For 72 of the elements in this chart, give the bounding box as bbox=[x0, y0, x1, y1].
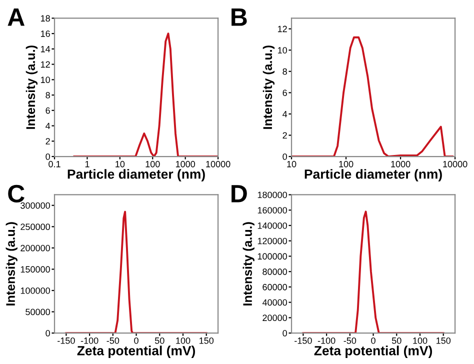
x-tick-label: -100 bbox=[80, 337, 98, 344]
x-tick-label: -50 bbox=[344, 337, 356, 344]
y-tick-label: 4 bbox=[282, 111, 288, 118]
y-tick-label: 6 bbox=[46, 107, 50, 114]
x-axis-title: Particle diameter (nm) bbox=[68, 169, 205, 182]
x-tick-label: 150 bbox=[436, 337, 451, 344]
y-tick-label: 0 bbox=[46, 153, 50, 160]
y-tick-label: 18 bbox=[40, 15, 50, 22]
x-tick-label: 150 bbox=[200, 337, 214, 344]
x-tick-label: 1000 bbox=[391, 160, 410, 168]
y-tick-label: 120000 bbox=[258, 238, 287, 244]
chart-title: A bbox=[8, 8, 25, 26]
x-tick-label: 10000 bbox=[443, 160, 468, 168]
x-tick-label: 100 bbox=[413, 337, 428, 344]
y-tick-label: 100000 bbox=[20, 287, 50, 294]
y-axis-title: Intensity (a.u.) bbox=[6, 222, 18, 306]
y-tick-label: 0 bbox=[282, 330, 287, 336]
x-axis-title: Zeta potential (mV) bbox=[77, 346, 195, 358]
x-tick-label: -150 bbox=[58, 337, 75, 344]
y-tick-label: 20000 bbox=[262, 314, 287, 322]
x-tick-label: -150 bbox=[294, 337, 312, 344]
y-tick-label: 60000 bbox=[262, 284, 287, 290]
y-tick-label: 4 bbox=[46, 122, 50, 130]
y-tick-label: 2 bbox=[46, 138, 50, 144]
y-tick-label: 0 bbox=[282, 153, 287, 160]
x-tick-label: 100 bbox=[146, 160, 160, 168]
y-tick-label: 40000 bbox=[262, 299, 287, 306]
y-tick-label: 6 bbox=[282, 90, 287, 96]
y-tick-label: 300000 bbox=[20, 202, 50, 209]
line-series bbox=[65, 210, 208, 334]
chart-title: D bbox=[232, 185, 247, 202]
y-tick-label: 50000 bbox=[26, 308, 50, 316]
y-tick-label: 8 bbox=[46, 92, 50, 98]
x-tick-label: 1 bbox=[85, 161, 90, 168]
chart-title: C bbox=[8, 184, 24, 203]
y-tick-label: 16 bbox=[40, 30, 50, 37]
y-tick-label: 12 bbox=[40, 61, 50, 68]
y-tick-label: 2 bbox=[282, 132, 287, 139]
x-tick-label: 50 bbox=[392, 337, 402, 344]
y-tick-label: 200000 bbox=[20, 244, 50, 252]
x-tick-label: -100 bbox=[318, 337, 336, 344]
x-tick-label: 1000 bbox=[176, 160, 196, 168]
y-tick-label: 150000 bbox=[20, 266, 50, 273]
y-tick-label: 10 bbox=[278, 47, 287, 54]
line-series bbox=[302, 210, 444, 334]
y-axis-title: Intensity (a.u.) bbox=[262, 46, 275, 129]
y-tick-label: 10 bbox=[40, 76, 50, 84]
y-tick-label: 80000 bbox=[262, 268, 287, 275]
x-tick-label: 0 bbox=[134, 337, 138, 344]
y-tick-label: 180000 bbox=[258, 192, 287, 198]
y-axis-title: Intensity (a.u.) bbox=[242, 222, 254, 306]
y-tick-label: 14 bbox=[40, 46, 50, 52]
y-tick-label: 160000 bbox=[258, 207, 287, 214]
x-tick-label: 10 bbox=[287, 160, 296, 168]
y-tick-label: 100000 bbox=[258, 253, 287, 260]
y-tick-label: 8 bbox=[282, 68, 287, 75]
y-tick-label: 250000 bbox=[20, 224, 50, 230]
x-tick-label: 100 bbox=[339, 160, 354, 168]
x-tick-label: 0 bbox=[371, 337, 376, 344]
y-tick-label: 140000 bbox=[258, 222, 287, 229]
x-axis-title: Particle diameter (nm) bbox=[304, 169, 442, 182]
y-axis-title: Intensity (a.u.) bbox=[26, 46, 38, 129]
x-tick-label: 10000 bbox=[206, 160, 230, 168]
chart-title: B bbox=[232, 8, 247, 26]
y-tick-label: 12 bbox=[278, 26, 287, 32]
x-tick-label: 0.1 bbox=[48, 160, 60, 168]
y-tick-label: 0 bbox=[46, 330, 50, 336]
x-tick-label: -50 bbox=[106, 337, 120, 344]
x-tick-label: 50 bbox=[154, 337, 164, 344]
x-axis-title: Zeta potential (mV) bbox=[314, 346, 432, 358]
x-tick-label: 100 bbox=[176, 337, 190, 344]
x-tick-label: 10 bbox=[116, 160, 125, 168]
